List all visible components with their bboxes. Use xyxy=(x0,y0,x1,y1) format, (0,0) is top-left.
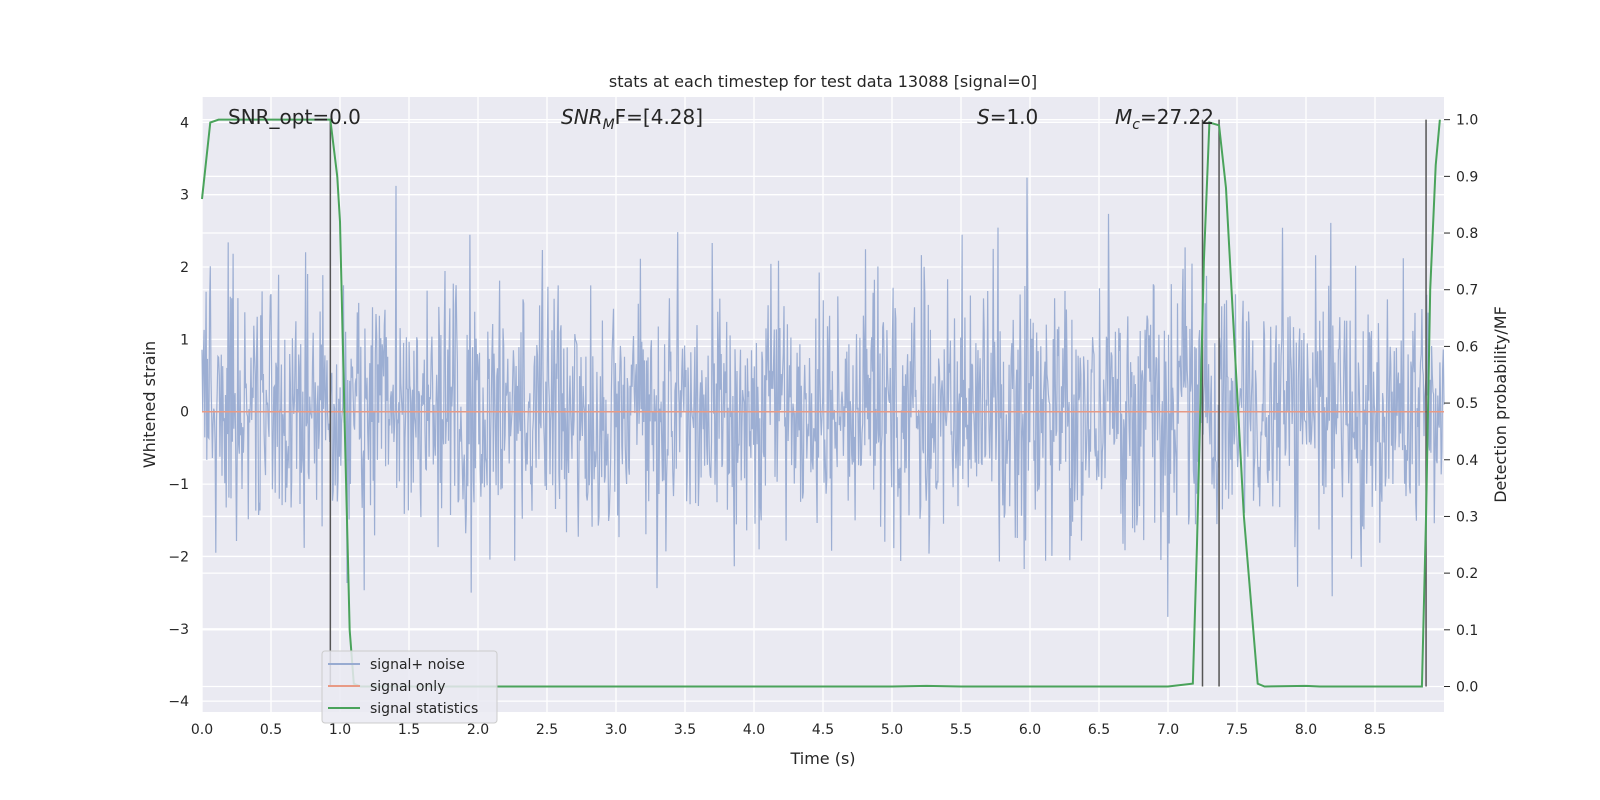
x-tick-label: 8.5 xyxy=(1364,722,1386,738)
chart-title: stats at each timestep for test data 130… xyxy=(609,72,1037,91)
x-tick-label: 4.5 xyxy=(812,722,834,738)
y-left-tick-label: 0 xyxy=(180,405,189,421)
x-tick-label: 1.5 xyxy=(398,722,420,738)
y-right-tick-label: 1.0 xyxy=(1456,113,1478,129)
x-axis-label: Time (s) xyxy=(789,749,855,768)
y-right-tick-label: 0.7 xyxy=(1456,283,1478,299)
x-tick-label: 6.5 xyxy=(1088,722,1110,738)
x-tick-label: 3.0 xyxy=(605,722,627,738)
y-left-tick-label: −1 xyxy=(168,477,189,493)
y-right-tick-label: 0.3 xyxy=(1456,509,1478,525)
y-right-ticks: 0.0 0.1 0.2 0.3 0.4 0.5 0.6 0.7 0.8 0.9 1.0 xyxy=(1444,113,1478,695)
x-tick-label: 0.0 xyxy=(191,722,213,738)
x-tick-label: 5.5 xyxy=(950,722,972,738)
x-tick-label: 2.0 xyxy=(467,722,489,738)
x-tick-label: 2.5 xyxy=(536,722,558,738)
x-tick-label: 1.0 xyxy=(329,722,351,738)
legend-label-signal-only: signal only xyxy=(370,679,445,695)
x-tick-label: 5.0 xyxy=(881,722,903,738)
signal-statistics-line xyxy=(201,118,1441,688)
legend-label-signal-noise: signal+ noise xyxy=(370,657,465,673)
annotation-s: S=1.0 xyxy=(977,105,1038,129)
y-right-tick-label: 0.5 xyxy=(1456,396,1478,412)
y-left-tick-label: 1 xyxy=(180,332,189,348)
y-right-tick-label: 0.4 xyxy=(1456,453,1478,469)
annotation-mc: Mc=27.22 xyxy=(1115,105,1214,133)
y-left-tick-label: 3 xyxy=(180,188,189,204)
y-left-tick-label: −2 xyxy=(168,549,189,565)
y-right-tick-label: 0.0 xyxy=(1456,679,1478,695)
x-tick-label: 7.5 xyxy=(1226,722,1248,738)
x-tick-label: 3.5 xyxy=(674,722,696,738)
y-left-ticks: −4 −3 −2 −1 0 1 2 3 4 xyxy=(168,115,189,710)
y-right-tick-label: 0.1 xyxy=(1456,623,1478,639)
x-tick-label: 0.5 xyxy=(260,722,282,738)
y-right-tick-label: 0.2 xyxy=(1456,566,1478,582)
series-signal-noise xyxy=(201,177,1445,617)
y-left-tick-label: −4 xyxy=(168,694,189,710)
y-right-tick-label: 0.6 xyxy=(1456,339,1478,355)
x-tick-label: 4.0 xyxy=(743,722,765,738)
legend-box xyxy=(321,650,498,724)
annotation-snr-mf: SNRMF=[4.28] xyxy=(561,105,703,133)
y-left-tick-label: 2 xyxy=(180,260,189,276)
x-ticks: 0.0 0.5 1.0 1.5 2.0 2.5 3.0 3.5 4.0 4.5 5.0 5.5 6.0 6… xyxy=(191,722,1386,738)
x-tick-label: 8.0 xyxy=(1295,722,1317,738)
legend-label-signal-statistics: signal statistics xyxy=(370,701,478,717)
y-right-tick-label: 0.9 xyxy=(1456,169,1478,185)
legend: signal+ noise signal only signal statist… xyxy=(321,650,498,724)
y-right-axis-label: Detection probability/MF xyxy=(1491,306,1510,503)
vertical-markers xyxy=(329,119,1427,687)
x-tick-label: 6.0 xyxy=(1019,722,1041,738)
y-left-tick-label: −3 xyxy=(168,622,189,638)
y-right-tick-label: 0.8 xyxy=(1456,226,1478,242)
series-signal-statistics xyxy=(201,118,1441,688)
y-left-axis-label: Whitened strain xyxy=(140,341,159,468)
x-tick-label: 7.0 xyxy=(1157,722,1179,738)
noise-trace xyxy=(201,177,1445,617)
annotation-snr-opt: SNR_opt=0.0 xyxy=(228,105,361,129)
y-left-tick-label: 4 xyxy=(180,115,189,131)
